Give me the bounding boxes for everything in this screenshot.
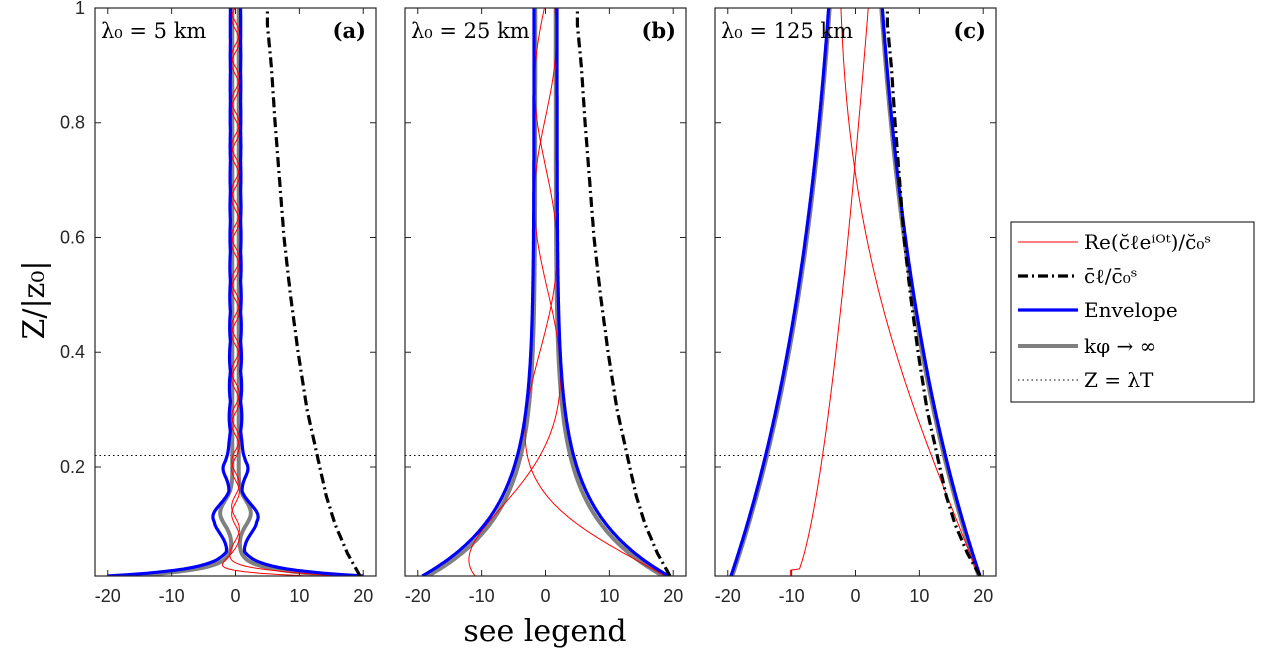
x-tick-label: -10 xyxy=(159,586,185,606)
panel-a: -20 -10 0 10 20 λ₀ = 5 km (a) xyxy=(94,7,377,606)
limit-right xyxy=(879,8,981,576)
envelope-left xyxy=(107,8,232,576)
y-tick-label: 0.4 xyxy=(60,342,85,362)
oscillation-2 xyxy=(789,8,869,576)
oscillation-1 xyxy=(524,8,666,576)
x-tick-label: -20 xyxy=(95,586,121,606)
legend-label-lambda: Z = λT xyxy=(1084,368,1154,392)
oscillation-2 xyxy=(468,8,561,576)
legend-label-envelope: Envelope xyxy=(1084,298,1178,322)
limit-left xyxy=(427,8,538,576)
y-tick-label: 0.2 xyxy=(60,457,85,477)
x-tick-label: 10 xyxy=(909,586,929,606)
envelope-right xyxy=(555,8,670,576)
panel-b: -20 -10 0 10 20 λ₀ = 25 km (b) xyxy=(404,7,687,606)
envelope-right xyxy=(880,8,982,576)
plot-area xyxy=(95,8,376,576)
x-tick-label: 0 xyxy=(230,586,240,606)
legend-label-mean: c̄ℓ/c̄₀ˢ xyxy=(1084,264,1137,288)
envelope-right xyxy=(239,8,364,576)
panel-frame xyxy=(404,7,687,577)
x-tick-label: -10 xyxy=(779,586,805,606)
x-tick-label: 20 xyxy=(353,586,373,606)
x-tick-label: 0 xyxy=(540,586,550,606)
envelope-left xyxy=(421,8,536,576)
limit-left xyxy=(123,8,235,576)
x-tick-label: 20 xyxy=(663,586,683,606)
oscillation-1 xyxy=(222,8,310,576)
limit-right xyxy=(553,8,664,576)
oscillation-1 xyxy=(840,8,980,576)
y-tick-label: 0.6 xyxy=(60,227,85,247)
x-tick-label: 0 xyxy=(850,586,860,606)
limit-right xyxy=(236,8,348,576)
panel-tag-label: (c) xyxy=(953,18,986,43)
y-tick-label: 1 xyxy=(75,0,85,18)
panel-c: -20 -10 0 10 20 λ₀ = 125 km (c) xyxy=(714,7,997,606)
x-tick-label: -10 xyxy=(469,586,495,606)
panel-lambda-label: λ₀ = 125 km xyxy=(721,19,853,43)
mean-curve xyxy=(575,8,672,576)
x-axis-title: see legend xyxy=(463,614,626,649)
legend-box xyxy=(1010,221,1255,403)
legend-label-oscillation: Re(c̆ℓeⁱᴼᵗ)/c̆₀ˢ xyxy=(1084,230,1211,254)
x-tick-label: 10 xyxy=(289,586,309,606)
panel-tag-label: (a) xyxy=(333,18,366,43)
legend: Re(c̆ℓeⁱᴼᵗ)/c̆₀ˢ c̄ℓ/c̄₀ˢ Envelope kφ → … xyxy=(1010,221,1255,403)
limit-left xyxy=(730,8,832,576)
plot-area xyxy=(405,8,686,576)
y-tick-labels: 0.2 0.4 0.6 0.8 1 xyxy=(60,0,85,477)
panel-lambda-label: λ₀ = 5 km xyxy=(101,19,206,43)
panel-tag-label: (b) xyxy=(641,18,676,43)
x-tick-label: -20 xyxy=(405,586,431,606)
plot-area xyxy=(715,8,996,576)
panel-lambda-label: λ₀ = 25 km xyxy=(411,19,530,43)
mean-curve xyxy=(265,8,362,576)
y-tick-label: 0.8 xyxy=(60,113,85,133)
x-tick-label: 10 xyxy=(599,586,619,606)
oscillation-2 xyxy=(229,8,338,576)
legend-label-limit: kφ → ∞ xyxy=(1084,334,1156,358)
x-tick-label: 20 xyxy=(973,586,993,606)
envelope-left xyxy=(729,8,831,576)
y-axis-title: Z/|z₀| xyxy=(17,261,52,340)
mean-curve xyxy=(885,8,982,576)
x-tick-label: -20 xyxy=(715,586,741,606)
